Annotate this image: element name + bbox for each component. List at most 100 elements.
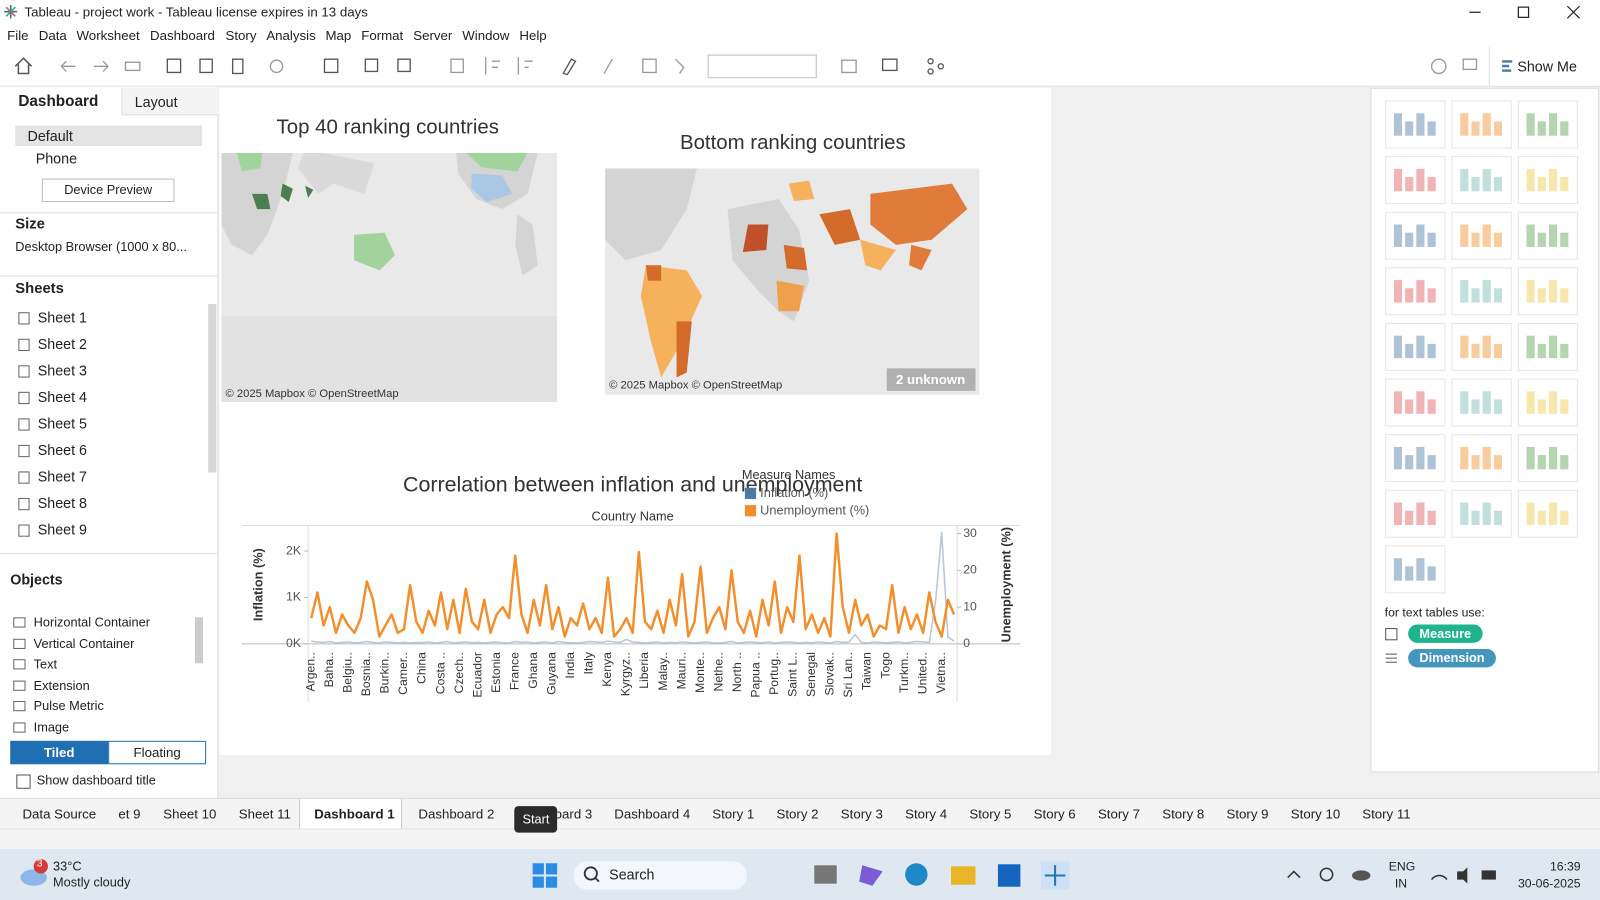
sheet-item[interactable]: Sheet 3 (37, 362, 88, 379)
chart-type-option[interactable] (1451, 100, 1512, 149)
sheet-tab[interactable]: Story 2 (776, 806, 819, 822)
sheet-item[interactable]: Sheet 5 (37, 415, 88, 432)
size-dropdown[interactable]: Desktop Browser (1000 x 80... (15, 239, 187, 255)
menu-item[interactable]: Format (361, 27, 404, 43)
menu-item[interactable]: Data (38, 27, 67, 43)
sheet-tab[interactable]: Sheet 11 (238, 806, 291, 822)
weather: Mostly cloudy (53, 875, 131, 890)
chart-type-option[interactable] (1385, 489, 1446, 538)
chart-type-option[interactable] (1451, 378, 1512, 427)
chart-type-option[interactable] (1451, 267, 1512, 316)
device-preview-button[interactable]: Device Preview (41, 178, 175, 203)
chart-type-option[interactable] (1451, 489, 1512, 538)
x-tick-label: Kyrgyz.. (619, 652, 633, 696)
y2-tick-label: 10 (963, 599, 977, 613)
sheet-tab[interactable]: Story 10 (1290, 806, 1341, 822)
chart-type-option[interactable] (1385, 434, 1446, 483)
sheet-tab[interactable]: Story 7 (1097, 806, 1140, 822)
sheet-tab[interactable]: Story 8 (1162, 806, 1205, 822)
chart-type-option[interactable] (1517, 489, 1579, 538)
menu-item[interactable]: Dashboard (149, 27, 215, 43)
device-option[interactable]: Phone (35, 149, 78, 167)
checkbox[interactable] (16, 774, 31, 789)
show-me-button[interactable]: Show Me (1488, 46, 1600, 86)
object-item[interactable]: Horizontal Container (33, 615, 150, 630)
chart-type-option[interactable] (1385, 322, 1446, 371)
chart-type-option[interactable] (1451, 156, 1512, 205)
search-box[interactable]: Search (609, 866, 655, 883)
chart-type-glyph (1405, 232, 1414, 247)
menu-item[interactable]: Server (413, 27, 453, 43)
sheet-tab[interactable]: Dashboard 1 (298, 798, 402, 830)
object-item[interactable]: Extension (33, 678, 90, 693)
chart-type-glyph (1416, 391, 1425, 414)
chart-type-glyph (1393, 502, 1403, 525)
legend-label[interactable]: Inflation (%) (760, 485, 828, 500)
menu-item[interactable]: Window (462, 27, 510, 43)
chart-type-option[interactable] (1517, 267, 1579, 316)
taskbar-apps[interactable] (531, 861, 1082, 890)
sheet-item[interactable]: Sheet 6 (37, 441, 88, 459)
sheet-tab[interactable]: Dashboard 2 (418, 806, 495, 822)
sheet-tab[interactable]: Story 1 (712, 806, 755, 822)
chart-type-option[interactable] (1385, 100, 1446, 149)
object-item[interactable]: Pulse Metric (33, 698, 104, 714)
chart-type-option[interactable] (1517, 156, 1579, 205)
menu-item[interactable]: Story (225, 27, 257, 43)
object-item[interactable]: Vertical Container (33, 636, 135, 651)
floating-button[interactable]: Floating (108, 740, 207, 765)
menu-item[interactable]: Help (519, 27, 547, 43)
chart-type-glyph (1416, 280, 1425, 303)
x-tick-label: Sri Lan.. (841, 652, 855, 698)
menu-item[interactable]: Worksheet (76, 27, 140, 43)
sheet-item[interactable]: Sheet 9 (37, 521, 88, 538)
unknown-badge[interactable]: 2 unknown (896, 372, 965, 387)
chart-type-option[interactable] (1385, 378, 1446, 427)
chart-type-option[interactable] (1517, 378, 1579, 427)
sheet-tab[interactable]: Story 9 (1226, 806, 1269, 822)
sheet-item[interactable]: Sheet 4 (37, 388, 88, 406)
sheet-item[interactable]: Sheet 1 (37, 309, 88, 326)
clock-time: 16:39 (1549, 859, 1581, 874)
sheet-tab[interactable]: Story 5 (969, 806, 1012, 822)
window-controls[interactable] (1459, 4, 1592, 20)
tiled-button[interactable]: Tiled (10, 740, 109, 765)
sheet-tab[interactable]: Story 6 (1033, 806, 1076, 822)
x-tick-label: Senegal (804, 652, 818, 697)
chart-type-option[interactable] (1385, 156, 1446, 205)
chart-type-option[interactable] (1517, 100, 1579, 149)
chart-type-option[interactable] (1517, 322, 1579, 371)
tab-background (121, 87, 219, 116)
chart-type-option[interactable] (1517, 434, 1579, 483)
object-item[interactable]: Image (33, 719, 70, 735)
chart-type-option[interactable] (1385, 211, 1446, 260)
sheet-item[interactable]: Sheet 8 (37, 494, 88, 512)
section-label: Size (15, 216, 45, 233)
chart-type-option[interactable] (1451, 434, 1512, 483)
sheet-tab[interactable]: Dashboard 4 (614, 806, 691, 822)
chart-type-glyph (1427, 343, 1436, 359)
chart-type-option[interactable] (1385, 545, 1446, 594)
sheet-tab[interactable]: Story 11 (1362, 806, 1411, 822)
device-option[interactable]: Default (27, 127, 73, 144)
legend-label[interactable]: Unemployment (%) (760, 503, 869, 518)
chart-type-option[interactable] (1517, 211, 1579, 260)
sheet-tab[interactable]: Data Source (22, 806, 97, 822)
menu-item[interactable]: Analysis (266, 27, 316, 43)
sheet-item[interactable]: Sheet 7 (37, 468, 88, 485)
sheet-tab[interactable]: et 9 (118, 806, 141, 822)
panel-tab[interactable]: Dashboard (18, 92, 99, 111)
menu-item[interactable]: Map (325, 27, 352, 43)
chart-type-glyph (1427, 121, 1436, 136)
panel-tab[interactable]: Layout (134, 93, 178, 111)
chart-type-option[interactable] (1451, 322, 1512, 371)
sheet-tab[interactable]: Story 4 (905, 806, 948, 822)
sheet-item[interactable]: Sheet 2 (37, 335, 88, 353)
menu-item[interactable]: File (7, 27, 29, 43)
chart-type-option[interactable] (1451, 211, 1512, 260)
object-item[interactable]: Text (33, 657, 58, 672)
sheet-tab[interactable]: Sheet 10 (163, 806, 217, 822)
chart-type-option[interactable] (1385, 267, 1446, 316)
sheet-tab[interactable]: Story 3 (840, 806, 883, 822)
chart-type-glyph (1526, 502, 1535, 525)
